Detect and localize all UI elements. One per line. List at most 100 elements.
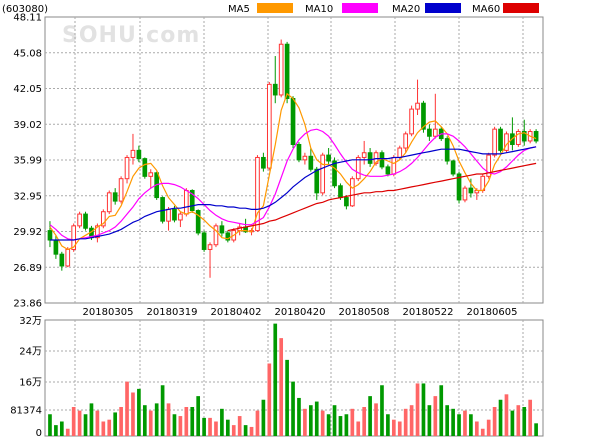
volume-bar xyxy=(409,405,414,436)
volume-bar xyxy=(504,394,509,436)
volume-bar xyxy=(54,425,58,436)
volume-bar xyxy=(125,381,129,436)
volume-bar xyxy=(83,414,88,436)
volume-bar xyxy=(350,408,355,436)
candle xyxy=(314,166,320,200)
candle-body xyxy=(95,225,100,239)
candle-body xyxy=(462,187,468,201)
legend-ma60-label: MA60 xyxy=(472,4,500,15)
price-y-tick: 48.11 xyxy=(13,13,42,24)
volume-bar xyxy=(107,419,112,436)
candle-body xyxy=(83,213,88,229)
volume-bar xyxy=(148,410,153,436)
volume-bar xyxy=(344,414,349,436)
candle xyxy=(77,211,82,229)
legend-ma10-swatch xyxy=(342,3,378,13)
volume-bar xyxy=(498,399,503,436)
candle xyxy=(213,223,219,248)
candle-body xyxy=(53,239,59,255)
candle xyxy=(83,211,88,231)
price-y-tick: 23.86 xyxy=(13,299,42,310)
volume-bars xyxy=(48,323,538,436)
volume-bar xyxy=(220,408,224,436)
candle-body xyxy=(225,232,231,241)
candle xyxy=(403,131,409,153)
volume-bar xyxy=(142,405,147,436)
volume-bar xyxy=(101,421,106,436)
ma5-line xyxy=(49,92,537,251)
volume-bar xyxy=(166,403,171,436)
volume-y-tick: 16万 xyxy=(19,378,42,389)
volume-bar xyxy=(374,403,378,436)
price-x-label: 20180605 xyxy=(467,307,518,318)
volume-bar xyxy=(463,410,467,436)
volume-bar xyxy=(48,414,52,436)
candle-body xyxy=(492,128,497,156)
ma-lines xyxy=(49,92,537,251)
candle-body xyxy=(142,158,148,177)
candle-body xyxy=(302,155,308,161)
candle xyxy=(302,152,308,165)
candle-body xyxy=(183,189,189,215)
volume-bar xyxy=(308,405,313,436)
candle-body xyxy=(326,154,331,162)
ma20-line xyxy=(50,146,537,241)
candle-body xyxy=(361,152,367,158)
price-x-label: 20180305 xyxy=(83,307,134,318)
volume-bar xyxy=(237,416,242,436)
ma10-line xyxy=(49,128,537,241)
volume-bar xyxy=(214,421,218,436)
candle xyxy=(498,126,503,153)
candle xyxy=(266,81,272,171)
volume-y-tick: 32万 xyxy=(19,316,42,327)
candle xyxy=(456,171,462,204)
candle xyxy=(106,190,112,215)
volume-bar xyxy=(314,401,319,436)
volume-bar xyxy=(457,414,461,436)
volume-bar xyxy=(172,414,177,436)
price-x-label: 20180319 xyxy=(147,307,198,318)
candle-body xyxy=(207,244,213,250)
candle-body xyxy=(100,211,106,227)
candle-body xyxy=(468,187,474,194)
candle xyxy=(142,157,148,179)
candle-body xyxy=(213,225,219,246)
candle xyxy=(201,230,207,252)
volume-bar xyxy=(137,388,141,436)
price-y-tick: 26.89 xyxy=(13,263,42,274)
candle-body xyxy=(338,185,343,199)
candle-body xyxy=(415,102,420,110)
volume-bar xyxy=(368,396,372,436)
volume-bar xyxy=(391,419,396,436)
candle xyxy=(100,209,106,229)
volume-bar xyxy=(427,405,432,436)
volume-bar xyxy=(89,403,94,436)
candle-body xyxy=(409,108,414,135)
candle xyxy=(183,188,189,217)
volume-bar xyxy=(397,421,402,436)
volume-bar xyxy=(71,407,76,436)
volume-bar xyxy=(474,421,479,436)
volume-bar xyxy=(362,407,367,436)
candle xyxy=(533,129,539,144)
candle-body xyxy=(533,131,539,142)
volume-bar xyxy=(77,410,82,436)
candle-body xyxy=(166,208,171,222)
candle-body xyxy=(278,43,284,96)
candle-body xyxy=(178,213,183,221)
candle-body xyxy=(71,225,77,250)
candle xyxy=(112,188,118,205)
volume-bar xyxy=(421,383,426,436)
legend-ma60-swatch xyxy=(503,3,539,13)
candle-body xyxy=(349,178,355,207)
candle-body xyxy=(385,166,391,175)
volume-bar xyxy=(154,403,159,436)
volume-bar xyxy=(445,405,450,436)
candle xyxy=(284,41,290,104)
candle xyxy=(492,126,497,158)
candle xyxy=(427,124,432,141)
volume-bar xyxy=(273,323,278,436)
candle-body xyxy=(136,149,142,160)
candle-body xyxy=(266,83,272,169)
